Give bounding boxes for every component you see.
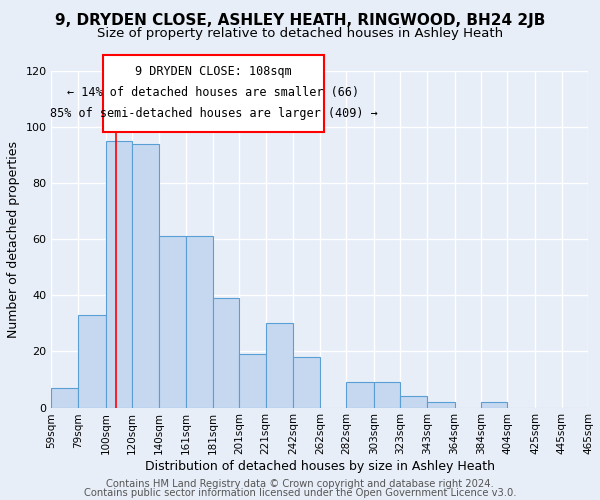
Y-axis label: Number of detached properties: Number of detached properties [7, 140, 20, 338]
Bar [106, 141, 132, 407]
Text: 9, DRYDEN CLOSE, ASHLEY HEATH, RINGWOOD, BH24 2JB: 9, DRYDEN CLOSE, ASHLEY HEATH, RINGWOOD,… [55, 12, 545, 28]
Bar [186, 236, 213, 408]
Text: 85% of semi-detached houses are larger (409) →: 85% of semi-detached houses are larger (… [50, 107, 377, 120]
Text: Contains public sector information licensed under the Open Government Licence v3: Contains public sector information licen… [84, 488, 516, 498]
Bar [266, 324, 293, 407]
Bar [158, 236, 186, 408]
Bar [132, 144, 158, 407]
Bar [427, 402, 455, 407]
FancyBboxPatch shape [103, 55, 324, 132]
Bar [52, 388, 78, 407]
Bar [293, 357, 320, 408]
Text: Size of property relative to detached houses in Ashley Heath: Size of property relative to detached ho… [97, 28, 503, 40]
Bar [213, 298, 239, 408]
Text: Contains HM Land Registry data © Crown copyright and database right 2024.: Contains HM Land Registry data © Crown c… [106, 479, 494, 489]
Bar [239, 354, 266, 408]
Text: ← 14% of detached houses are smaller (66): ← 14% of detached houses are smaller (66… [67, 86, 359, 99]
Bar [374, 382, 400, 407]
Bar [78, 315, 106, 408]
X-axis label: Distribution of detached houses by size in Ashley Heath: Distribution of detached houses by size … [145, 460, 495, 473]
Text: 9 DRYDEN CLOSE: 108sqm: 9 DRYDEN CLOSE: 108sqm [135, 66, 292, 78]
Bar [346, 382, 374, 407]
Bar [400, 396, 427, 407]
Bar [481, 402, 508, 407]
